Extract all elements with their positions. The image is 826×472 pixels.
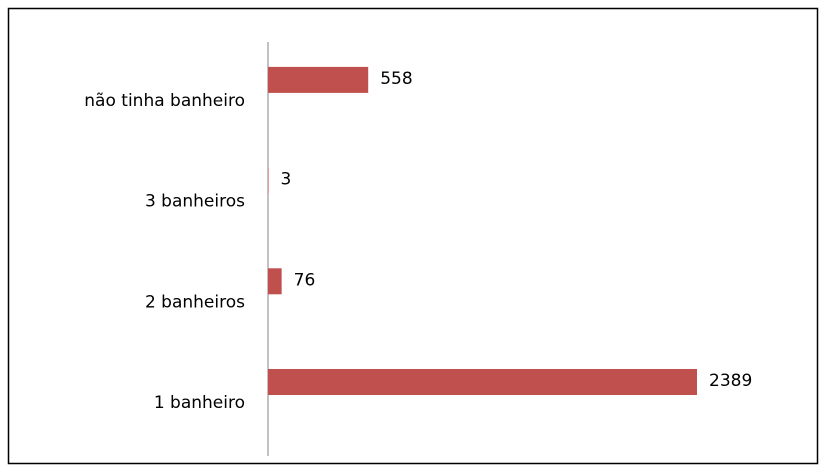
category-label: não tinha banheiro [84,91,245,111]
bar [268,268,282,295]
data-label: 3 [281,170,292,190]
bar [268,167,269,194]
chart-frame [7,7,819,465]
category-label: 2 banheiros [145,292,245,312]
category-label: 3 banheiros [145,192,245,212]
bar [268,66,369,93]
data-label: 2389 [709,371,752,391]
bar [268,369,697,395]
category-label: 1 banheiro [154,393,245,413]
data-label: 76 [294,270,316,290]
data-label: 558 [380,69,412,89]
